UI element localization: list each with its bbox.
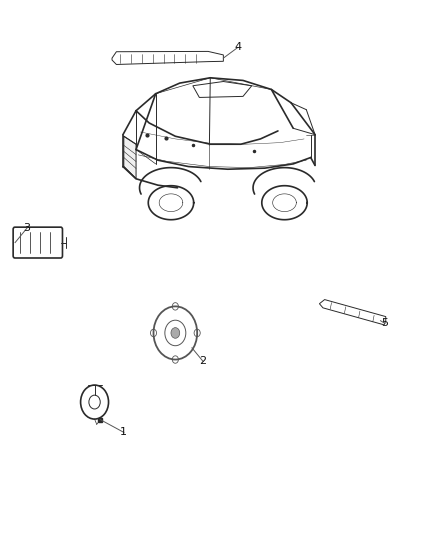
Polygon shape bbox=[124, 136, 136, 179]
Text: 1: 1 bbox=[120, 427, 127, 438]
Text: 4: 4 bbox=[234, 43, 241, 52]
Circle shape bbox=[171, 328, 180, 338]
Text: 2: 2 bbox=[199, 356, 206, 366]
Text: 5: 5 bbox=[381, 318, 389, 328]
Text: 3: 3 bbox=[23, 223, 30, 233]
